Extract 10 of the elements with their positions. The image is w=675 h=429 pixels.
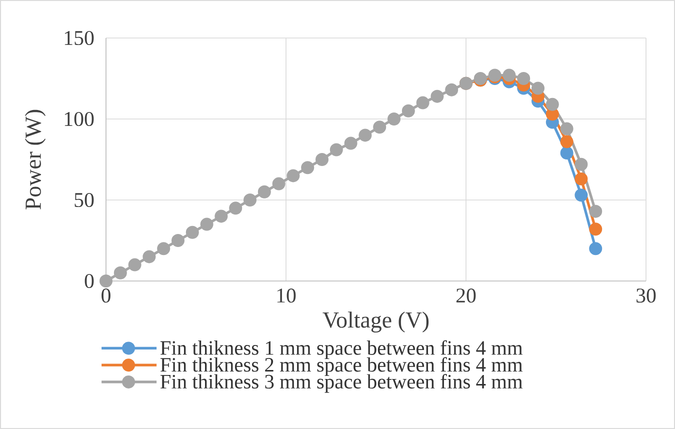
y-axis-title: Power (W) — [24, 110, 46, 210]
x-axis-title: Voltage (V) — [322, 312, 429, 332]
x-tick-label: 30 — [636, 288, 656, 303]
y-tick-label: 0 — [84, 274, 94, 288]
y-tick-label: 100 — [64, 112, 94, 126]
y-tick-label: 50 — [74, 192, 94, 208]
x-tick-label: 10 — [277, 288, 296, 303]
y-tick-label: 150 — [64, 30, 94, 46]
x-tick-label: 20 — [456, 288, 476, 303]
x-tick-label: 0 — [102, 288, 110, 303]
